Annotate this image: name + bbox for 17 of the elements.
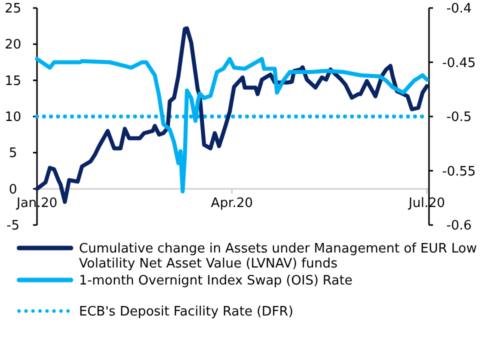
y-tick-label: 20 [4, 38, 22, 53]
y-tick-label: 0 [8, 182, 18, 198]
y-tick-label: 15 [4, 74, 22, 89]
y2-tick-label: -0.6 [446, 218, 472, 234]
legend-label: ECB's Deposit Facility Rate (DFR) [79, 304, 294, 320]
y2-tick-label: -0.55 [442, 164, 476, 180]
y-tick-label: 10 [4, 110, 22, 126]
y-tick-label: 5 [8, 146, 18, 162]
legend-label: Cumulative change in Assets under Management of EUR Low Volatility Net Asset Value (LVNAV) funds [79, 242, 478, 272]
y2-tick-label: -0.5 [446, 110, 472, 126]
y-tick-label: 25 [4, 2, 22, 17]
y2-tick-label: -0.45 [442, 56, 476, 71]
y-tick-label: -5 [6, 218, 20, 234]
line-series [35, 56, 429, 194]
y2-tick-label: -0.4 [446, 2, 472, 17]
x-tick-label: Apr.20 [210, 196, 253, 211]
legend-label: 1-month Overnignt Index Swap (OIS) Rate [79, 274, 352, 289]
